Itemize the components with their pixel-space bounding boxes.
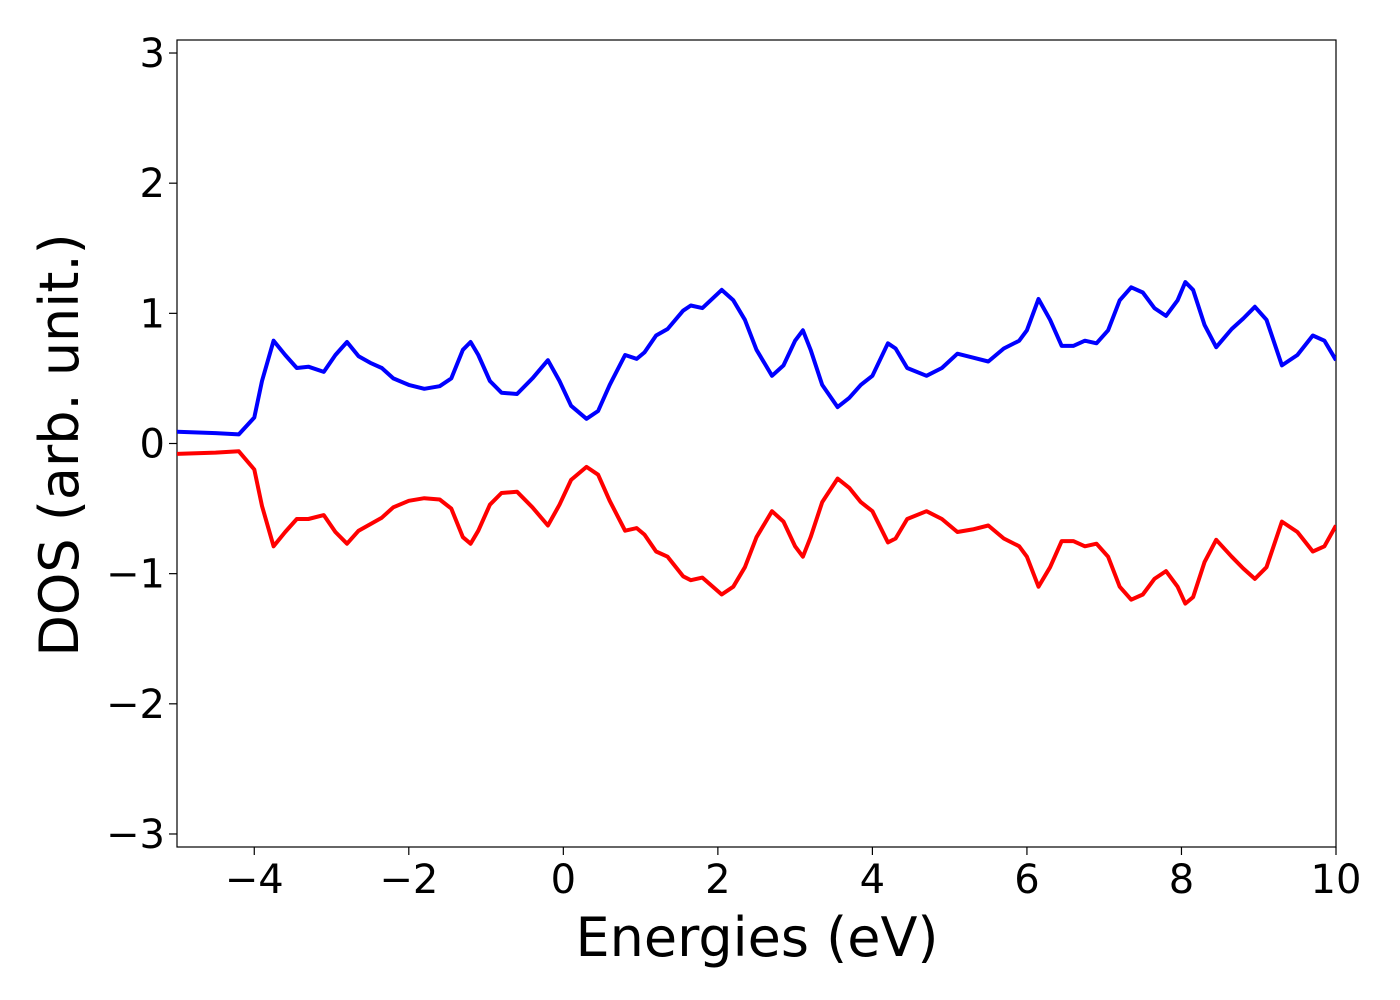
x-tick-label: 4 — [860, 857, 885, 903]
dos-line — [177, 280, 1336, 437]
y-tick-label: 2 — [140, 161, 165, 207]
y-tick-label: 3 — [140, 31, 165, 77]
y-tick-label: 0 — [140, 422, 165, 468]
y-tick-label: −2 — [106, 682, 165, 728]
x-tick-label: 6 — [1014, 857, 1039, 903]
y-tick-label: −3 — [106, 812, 165, 858]
y-tick-label: 1 — [140, 291, 165, 337]
x-axis-label: Energies (eV) — [576, 906, 939, 969]
y-axis-label: DOS (arb. unit.) — [28, 233, 91, 656]
x-tick-label: 0 — [551, 857, 576, 903]
y-tick-label: −1 — [106, 552, 165, 598]
dos-line — [177, 449, 1336, 606]
x-tick-label: −2 — [379, 857, 438, 903]
x-tick-label: −4 — [225, 857, 284, 903]
x-tick-label: 8 — [1169, 857, 1194, 903]
plot-frame — [176, 39, 1337, 848]
x-tick-label: 2 — [705, 857, 730, 903]
x-tick-label: 10 — [1311, 857, 1362, 903]
